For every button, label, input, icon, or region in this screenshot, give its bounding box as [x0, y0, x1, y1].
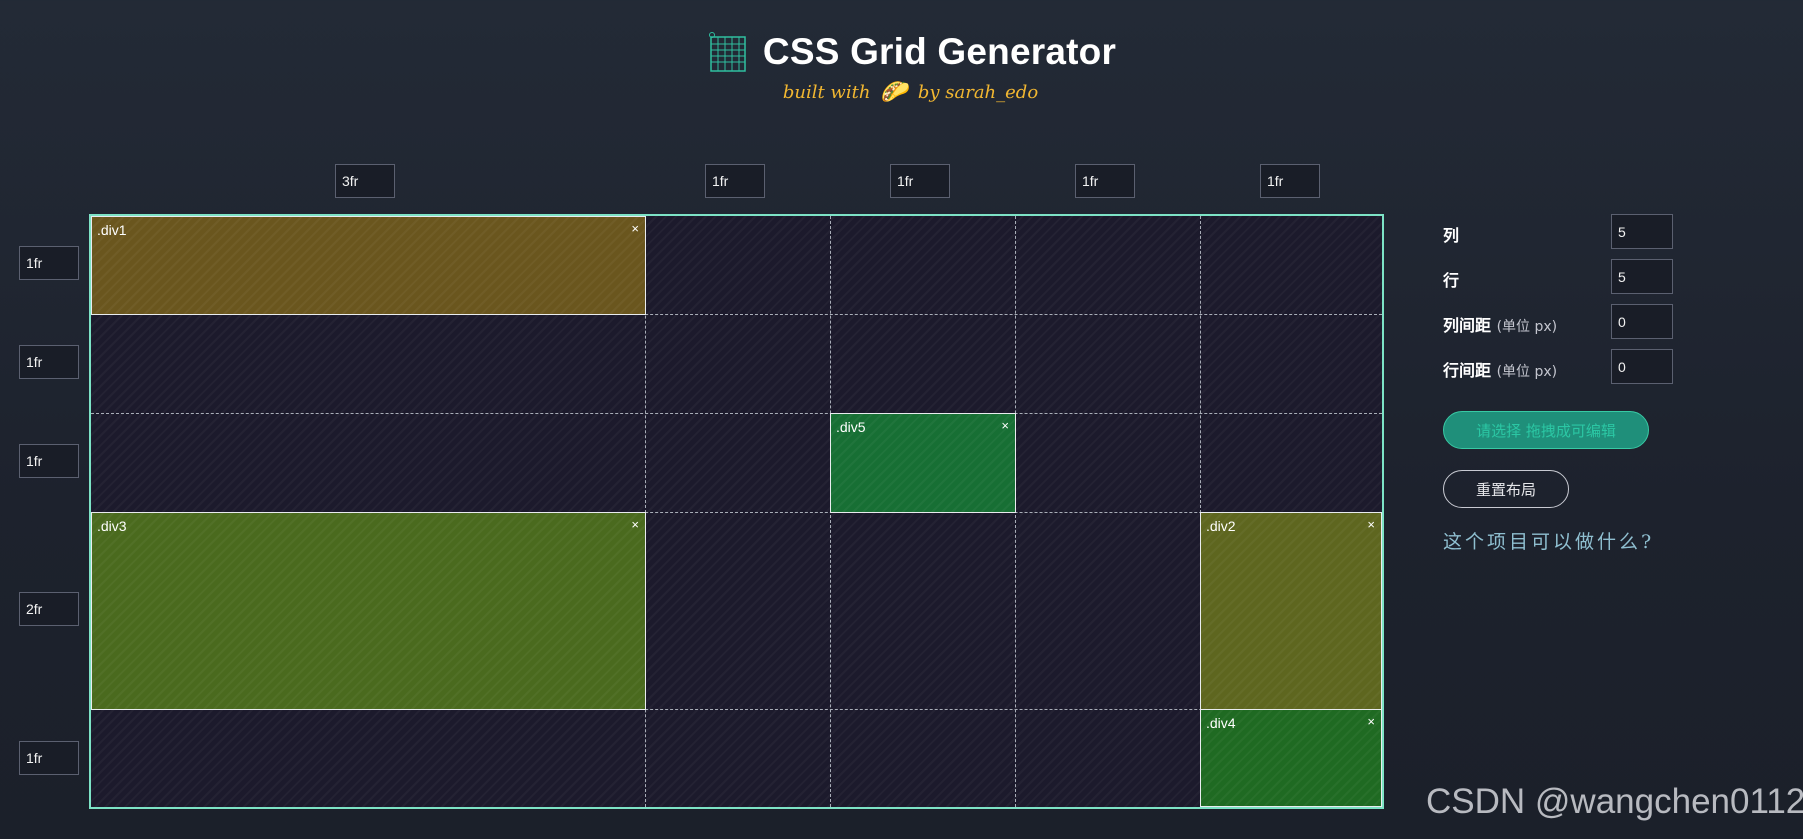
header: CSS Grid Generator: [0, 26, 1803, 78]
grid-item-label: .div2: [1206, 518, 1236, 534]
settings-panel: 列 行 列间距 (单位 px) 行间距 (单位 px): [1443, 214, 1703, 394]
close-icon[interactable]: ×: [631, 517, 639, 532]
subtitle-author[interactable]: by sarah_edo: [917, 82, 1039, 103]
row-gap-setting: 行间距 (单位 px): [1443, 349, 1703, 394]
close-icon[interactable]: ×: [1367, 714, 1375, 729]
rows-label: 行: [1443, 271, 1460, 290]
close-icon[interactable]: ×: [1001, 418, 1009, 433]
column-size-input-1[interactable]: [335, 164, 395, 198]
column-size-input-5[interactable]: [1260, 164, 1320, 198]
row-size-input-5[interactable]: [19, 741, 79, 775]
columns-setting: 列: [1443, 214, 1703, 259]
row-size-input-1[interactable]: [19, 246, 79, 280]
column-size-input-2[interactable]: [705, 164, 765, 198]
close-icon[interactable]: ×: [1367, 517, 1375, 532]
row-gap-label: 行间距 (单位 px): [1443, 357, 1557, 381]
taco-icon: 🌮: [880, 80, 908, 105]
grid-item-label: .div3: [97, 518, 127, 534]
watermark: CSDN @wangchen0112: [1426, 782, 1803, 821]
grid-row-line: [91, 314, 1382, 315]
column-gap-input[interactable]: [1611, 304, 1673, 339]
subtitle-row: built with 🌮 by sarah_edo: [0, 80, 1803, 105]
columns-label: 列: [1443, 226, 1460, 245]
grid-column-line: [1200, 216, 1201, 807]
column-gap-setting: 列间距 (单位 px): [1443, 304, 1703, 349]
grid-row-line: [91, 709, 1382, 710]
grid-icon: [708, 32, 746, 72]
grid-canvas[interactable]: .div1 × .div5 × .div3 × .div2 × .div4 ×: [89, 214, 1384, 809]
rows-setting: 行: [1443, 259, 1703, 304]
column-size-input-4[interactable]: [1075, 164, 1135, 198]
column-gap-label-text: 列间距: [1443, 316, 1492, 335]
grid-item-div2[interactable]: .div2 ×: [1200, 512, 1382, 710]
row-size-input-2[interactable]: [19, 345, 79, 379]
subtitle-prefix: built with: [782, 82, 871, 103]
column-gap-unit: (单位 px): [1496, 319, 1558, 335]
reset-layout-button[interactable]: 重置布局: [1443, 470, 1569, 508]
rows-count-input[interactable]: [1611, 259, 1673, 294]
page-title: CSS Grid Generator: [762, 31, 1117, 72]
title-block: CSS Grid Generator: [707, 31, 1116, 73]
close-icon[interactable]: ×: [631, 221, 639, 236]
grid-item-div5[interactable]: .div5 ×: [830, 413, 1016, 513]
column-size-input-3[interactable]: [890, 164, 950, 198]
grid-item-div4[interactable]: .div4 ×: [1200, 709, 1382, 807]
row-size-input-4[interactable]: [19, 592, 79, 626]
row-gap-unit: (单位 px): [1496, 364, 1558, 380]
subtitle: built with 🌮 by sarah_edo: [783, 80, 1038, 105]
row-gap-label-text: 行间距: [1443, 361, 1492, 380]
grid-item-div3[interactable]: .div3 ×: [91, 512, 646, 710]
row-gap-input[interactable]: [1611, 349, 1673, 384]
show-code-button[interactable]: 请选择 拖拽成可编辑: [1443, 411, 1649, 449]
grid-item-label: .div5: [836, 419, 866, 435]
grid-row-line: [91, 413, 1382, 414]
columns-count-input[interactable]: [1611, 214, 1673, 249]
grid-item-div1[interactable]: .div1 ×: [91, 216, 646, 315]
grid-row-line: [91, 512, 1382, 513]
help-link[interactable]: 这个项目可以做什么?: [1443, 531, 1655, 553]
grid-column-line: [645, 216, 646, 807]
grid-item-label: .div4: [1206, 715, 1236, 731]
column-gap-label: 列间距 (单位 px): [1443, 312, 1557, 336]
row-size-input-3[interactable]: [19, 444, 79, 478]
grid-item-label: .div1: [97, 222, 127, 238]
